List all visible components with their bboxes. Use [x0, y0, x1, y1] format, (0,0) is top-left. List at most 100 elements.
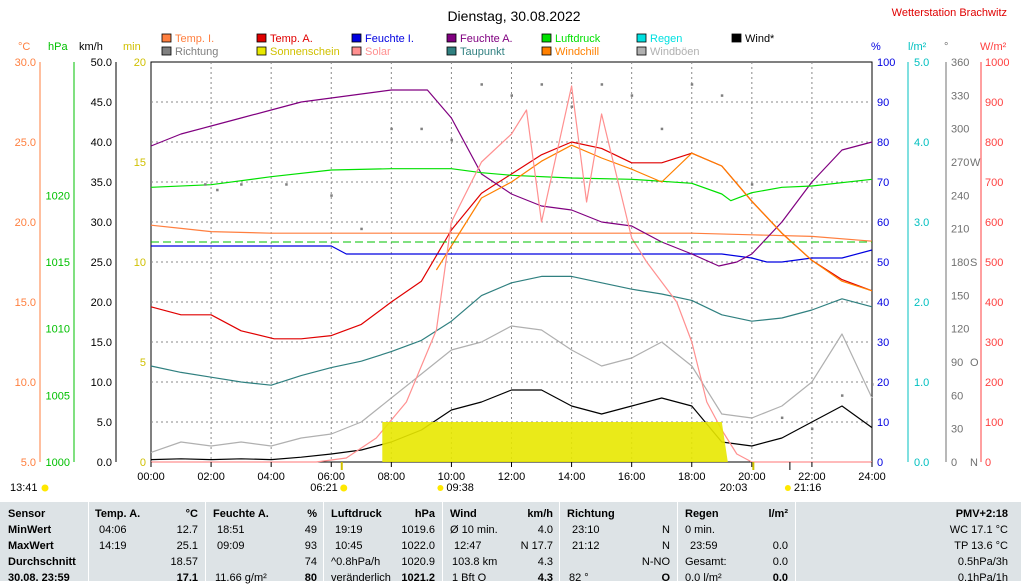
moonrise-label: 09:38	[446, 482, 474, 494]
wind-tick-9: 45.0	[91, 97, 112, 109]
stats-panel: Sensor MinWert MaxWert Durchschnitt 30.0…	[0, 502, 1021, 584]
legend-swatch-4	[351, 33, 362, 43]
stats-rain-total-label: Gesamt:	[685, 556, 727, 568]
direction-tick-12: 360	[951, 57, 969, 69]
direction-tick-8: 240	[951, 190, 969, 202]
x-tick-4: 08:00	[378, 471, 406, 483]
stats-rain-total: 0.0	[772, 556, 788, 568]
sun-tick-0: 0	[140, 457, 146, 469]
temp-tick-2: 15.0	[15, 297, 36, 309]
series-sonnenschein	[382, 422, 728, 462]
sunrise-label: 06:21	[310, 482, 338, 494]
stats-label-current: 30.08. 23:59	[8, 572, 70, 584]
legend-label-2: Temp. A.	[270, 33, 313, 45]
legend-label-0: Temp. I.	[175, 33, 214, 45]
direction-tick-0: 0	[951, 457, 957, 469]
temp-tick-3: 20.0	[15, 217, 36, 229]
stats-humidity-min-time: 18:51	[217, 524, 245, 536]
stats-rain-header: Regen	[685, 508, 719, 520]
legend-swatch-6	[446, 33, 457, 43]
solar-tick-6: 600	[985, 217, 1003, 229]
legend-swatch-5	[351, 46, 362, 56]
stats-rain-current: 0.0	[772, 572, 788, 584]
rain-tick-5: 5.0	[914, 57, 929, 69]
stats-wind-header: Wind	[450, 508, 477, 520]
current-time-sun-icon	[41, 484, 49, 492]
series-richtung-point-12	[570, 105, 574, 108]
legend-swatch-9	[541, 46, 552, 56]
stats-label-min: MinWert	[8, 524, 52, 536]
stats-extra-trend-1h: 0.1hPa/1h	[957, 572, 1008, 584]
stats-direction-degrees: 82 °	[569, 572, 589, 584]
right-axes: 0 10 20 30 40 50 60 70 80 90 100 0.0 1.0 2.0 3.0 4.0 5.0…	[877, 57, 1009, 469]
stats-temp-current: 17.1	[176, 572, 198, 584]
stats-temp-min: 12.7	[176, 524, 198, 536]
stats-pressure-max-time: 10:45	[335, 540, 363, 552]
chart-series	[150, 83, 874, 463]
series-richtung-point-4	[330, 194, 333, 197]
series-richtung-point-7	[420, 127, 423, 131]
sunset-label: 20:03	[720, 482, 748, 494]
legend-label-1: Richtung	[175, 46, 218, 58]
stats-pressure-avg: 1020.9	[401, 556, 435, 568]
stats-direction-min: N	[662, 524, 670, 536]
legend-label-11: Windböen	[650, 46, 700, 58]
humidity-tick-5: 50	[877, 257, 889, 269]
series-richtung-point-18	[750, 183, 754, 186]
legend-swatch-0	[161, 33, 172, 43]
series-richtung-point-6	[390, 127, 393, 131]
legend-swatch-10	[636, 33, 647, 43]
x-tick-7: 14:00	[558, 471, 586, 483]
sun-tick-1: 5	[140, 357, 146, 369]
legend-label-6: Feuchte A.	[460, 33, 513, 45]
humidity-tick-4: 40	[877, 297, 889, 309]
stats-wind-max-time: 12:47	[454, 540, 482, 552]
stats-label-avg: Durchschnitt	[8, 556, 76, 568]
stats-temp-avg: 18.57	[170, 556, 198, 568]
x-tick-11: 22:00	[798, 471, 826, 483]
solar-tick-9: 900	[985, 97, 1003, 109]
legend-swatch-3	[256, 46, 267, 56]
series-temp-i	[150, 224, 873, 242]
rain-tick-3: 3.0	[914, 217, 929, 229]
stats-humidity-abs: 11.66 g/m²	[215, 572, 267, 584]
direction-tick-11: 330	[951, 90, 969, 102]
legend-label-3: Sonnenschein	[270, 46, 340, 58]
series-richtung-point-3	[285, 183, 288, 186]
x-tick-5: 10:00	[438, 471, 466, 483]
unit-rain: l/m²	[908, 41, 927, 53]
direction-compass-0: N	[970, 457, 978, 469]
series-richtung-point-20	[810, 427, 814, 431]
legend-swatch-8	[541, 33, 552, 43]
stats-humidity-header: Feuchte A.	[213, 508, 269, 520]
series-feuchte-i	[151, 245, 873, 263]
temp-tick-4: 25.0	[15, 137, 36, 149]
moonset-icon	[784, 485, 791, 491]
series-windb-en	[150, 325, 873, 453]
stats-pressure-forecast: veränderlich	[331, 572, 391, 584]
chart-legend: Temp. I.Richtung Temp. A.Sonnenschein Feuc…	[161, 33, 775, 58]
stats-humidity-max: 93	[304, 540, 317, 552]
series-taupunkt	[150, 275, 873, 386]
stats-rain-unit: l/m²	[768, 508, 788, 520]
stats-wind-avg10-label: Ø 10 min.	[450, 524, 498, 536]
pressure-tick-3: 1015	[46, 257, 70, 269]
wind-tick-6: 30.0	[91, 217, 112, 229]
series-richtung-point-1	[216, 188, 219, 192]
sun-tick-4: 20	[134, 57, 146, 69]
temp-tick-0: 5.0	[21, 457, 36, 469]
humidity-tick-7: 70	[877, 177, 889, 189]
stats-rain-time: 23:59	[690, 540, 718, 552]
series-richtung-point-16	[690, 83, 694, 86]
direction-tick-7: 210	[951, 224, 969, 236]
unit-solar: W/m²	[980, 41, 1007, 53]
series-richtung-point-8	[450, 138, 453, 142]
solar-tick-1: 100	[985, 417, 1003, 429]
direction-tick-10: 300	[951, 124, 969, 136]
stats-wind-avg: 4.3	[537, 556, 553, 568]
unit-temp: °C	[18, 41, 30, 53]
legend-swatch-1	[161, 46, 172, 56]
direction-tick-9: 270	[951, 157, 969, 169]
left-axes: 5.010.015.020.025.030.010001005101010151…	[15, 57, 146, 469]
legend-label-4: Feuchte I.	[365, 33, 414, 45]
